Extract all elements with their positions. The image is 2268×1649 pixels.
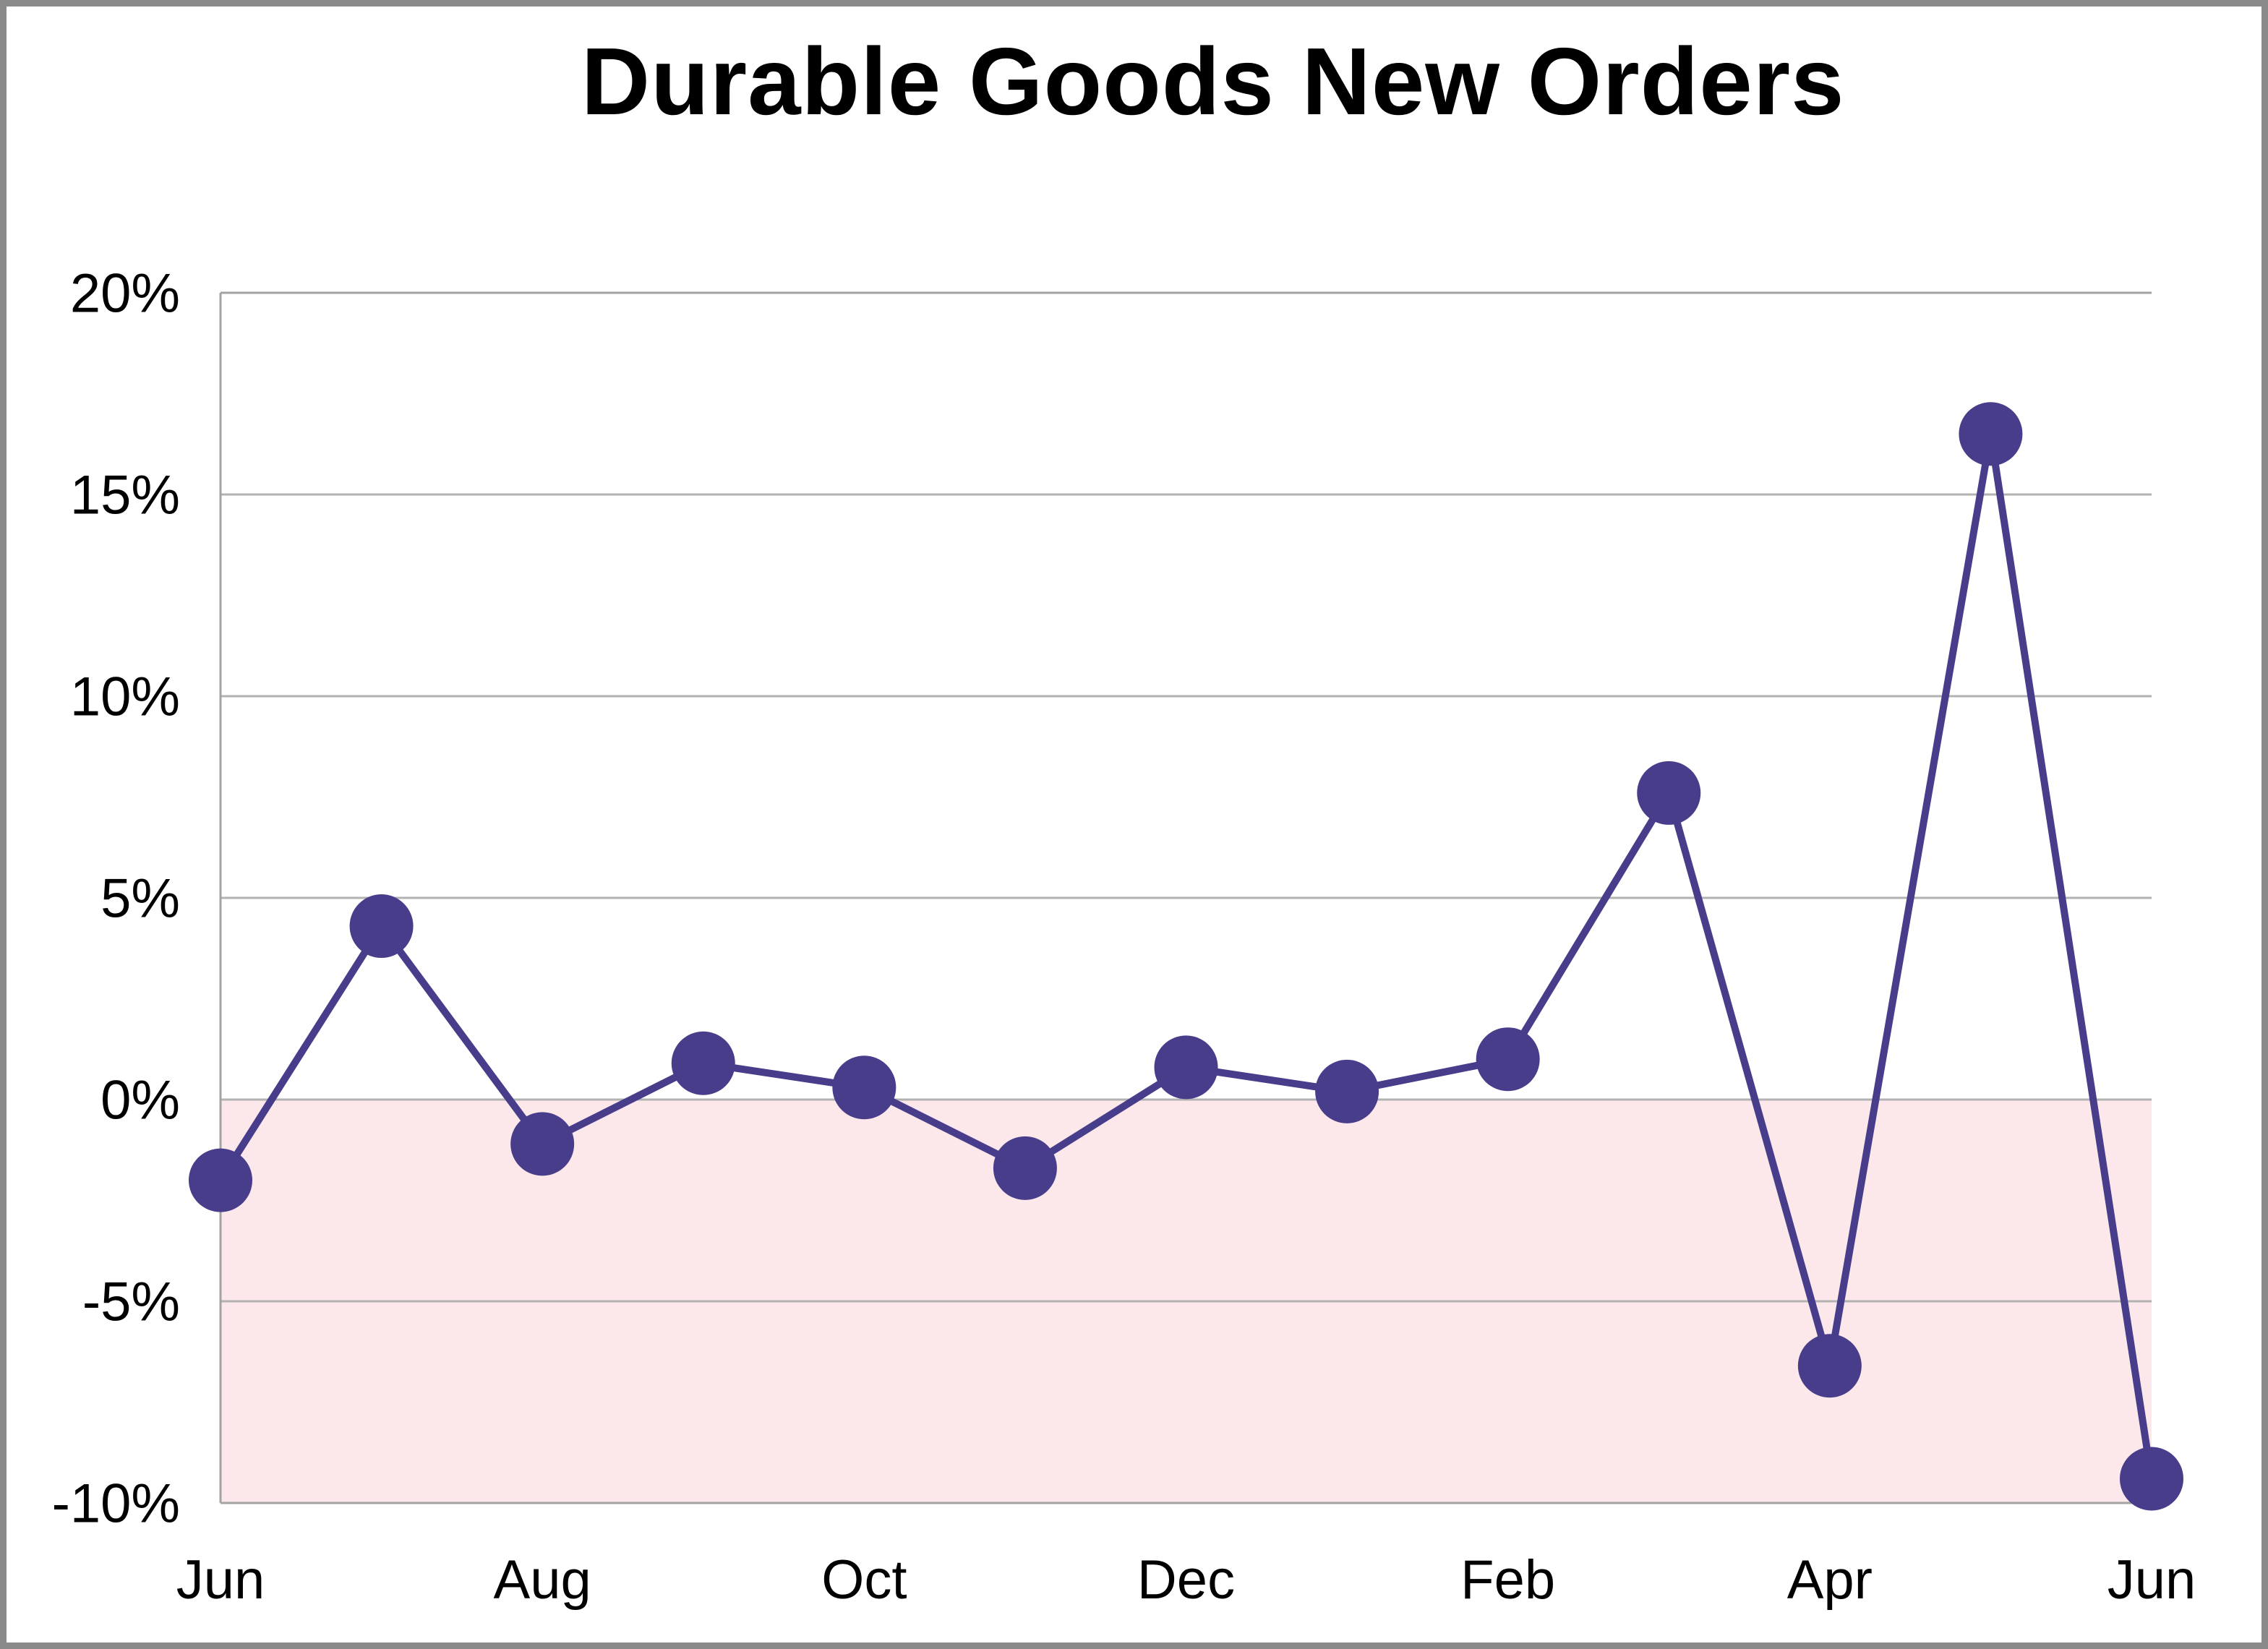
data-point-6-dec xyxy=(1154,1035,1218,1100)
data-point-0-jun xyxy=(189,1148,252,1212)
x-tick-label-0-jun: Jun xyxy=(176,1549,265,1611)
y-tick-label-20%: 20% xyxy=(70,263,180,325)
data-point-12-jun xyxy=(2120,1447,2183,1511)
data-point-4-oct xyxy=(832,1055,896,1120)
x-tick-label-10-apr: Apr xyxy=(1787,1549,1873,1611)
data-point-3-sep xyxy=(671,1031,735,1095)
x-tick-label-8-feb: Feb xyxy=(1460,1549,1555,1611)
data-point-8-feb xyxy=(1476,1027,1540,1092)
x-tick-label-6-dec: Dec xyxy=(1137,1549,1235,1611)
chart-title: Durable Goods New Orders xyxy=(581,28,1845,134)
y-tick-label--5%: -5% xyxy=(82,1272,180,1333)
x-tick-label-4-oct: Oct xyxy=(821,1549,907,1611)
data-point-1-jul xyxy=(349,894,414,959)
x-tick-label-12-jun: Jun xyxy=(2107,1549,2196,1611)
y-tick-label-0%: 0% xyxy=(100,1070,180,1131)
y-tick-label-10%: 10% xyxy=(70,667,180,728)
y-tick-label-15%: 15% xyxy=(70,465,180,526)
y-tick-label-5%: 5% xyxy=(100,868,180,930)
plot-svg: 20% 15% 10% 5% 0% -5% -10% Jun Aug Oct Dec Feb Apr Ju… xyxy=(52,263,2196,1611)
x-tick-label-2-aug: Aug xyxy=(494,1549,591,1611)
data-point-2-aug xyxy=(510,1112,575,1176)
data-point-11-may xyxy=(1959,402,2023,466)
data-point-9-mar xyxy=(1637,761,1701,825)
data-point-5-nov xyxy=(993,1136,1057,1200)
data-point-7-jan xyxy=(1315,1059,1379,1123)
y-tick-label--10%: -10% xyxy=(52,1473,180,1535)
data-point-10-apr xyxy=(1797,1334,1862,1398)
